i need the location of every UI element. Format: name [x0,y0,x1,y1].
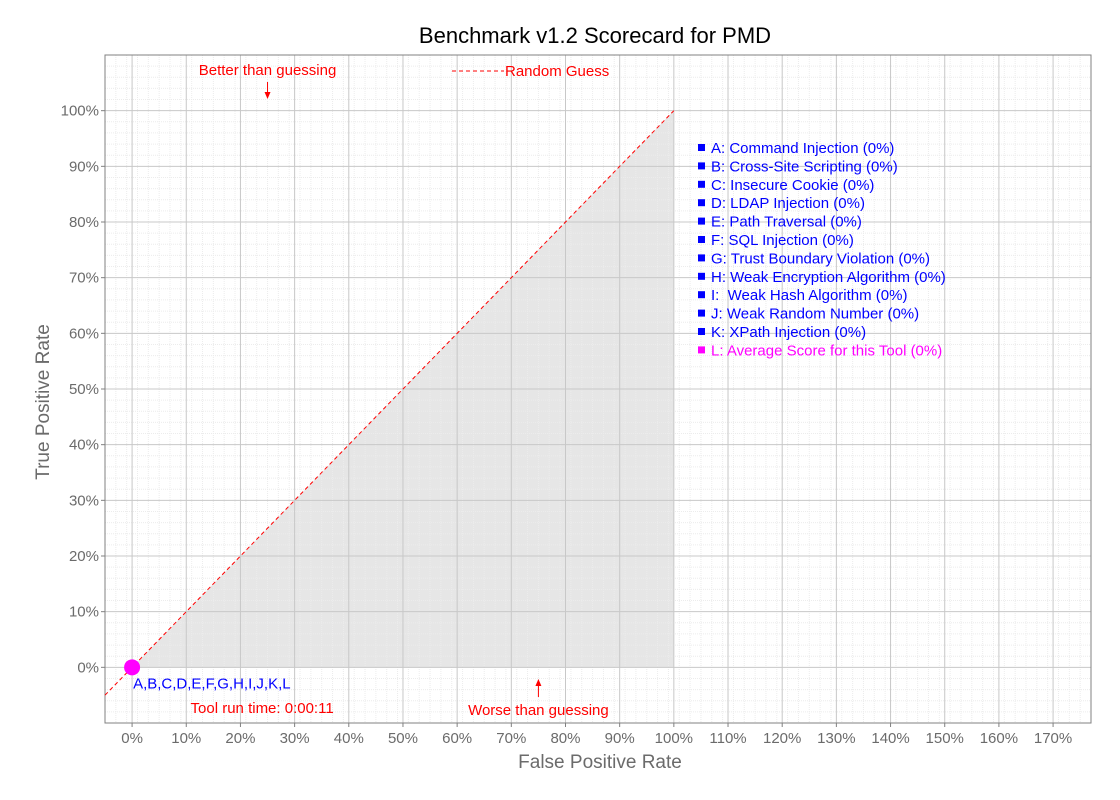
legend-item: J: Weak Random Number (0%) [711,306,919,323]
x-tick-label: 30% [280,730,310,747]
y-tick-label: 100% [61,103,99,120]
legend-marker [698,199,705,207]
legend-marker [698,346,705,354]
worse-arrow-head [535,679,542,686]
legend-marker [698,162,705,170]
x-tick-label: 10% [171,730,201,747]
x-axis-label: False Positive Rate [518,752,682,773]
random-guess-legend-label: Random Guess [505,63,609,80]
y-tick-label: 0% [77,659,99,676]
legend-item: L: Average Score for this Tool (0%) [711,342,942,359]
x-tick-label: 80% [550,730,580,747]
x-tick-label: 150% [926,730,964,747]
tool-run-time-label: Tool run time: 0:00:11 [191,700,334,717]
x-tick-label: 120% [763,730,801,747]
y-tick-label: 90% [69,158,99,175]
legend-item: F: SQL Injection (0%) [711,232,854,249]
legend-item: I: Weak Hash Algorithm (0%) [711,287,907,304]
x-tick-label: 170% [1034,730,1072,747]
legend-marker [698,309,705,317]
x-tick-label: 60% [442,730,472,747]
data-point-label: A,B,C,D,E,F,G,H,I,J,K,L [133,675,291,692]
legend-marker [698,144,705,151]
x-tick-label: 100% [655,730,693,747]
x-tick-label: 90% [605,730,635,747]
y-tick-label: 70% [69,270,99,287]
x-tick-label: 20% [225,730,255,747]
x-tick-label: 50% [388,730,418,747]
y-tick-label: 20% [69,548,99,565]
y-tick-label: 60% [69,325,99,342]
legend-marker [698,328,705,335]
y-tick-label: 80% [69,214,99,231]
better-arrow-head [264,92,271,99]
y-tick-label: 30% [69,492,99,509]
legend-item: C: Insecure Cookie (0%) [711,177,874,194]
legend-marker [698,217,705,225]
x-tick-label: 110% [709,730,746,747]
better-than-guessing-label: Better than guessing [199,62,337,79]
data-point-marker [124,659,141,676]
x-tick-label: 40% [334,730,364,747]
random-guess-line [104,110,675,696]
y-tick-label: 40% [69,437,99,454]
y-axis-label: True Positive Rate [33,324,54,480]
legend-item: E: Path Traversal (0%) [711,214,862,231]
legend-item: B: Cross-Site Scripting (0%) [711,158,898,175]
legend-item: G: Trust Boundary Violation (0%) [711,250,930,267]
legend-item: A: Command Injection (0%) [711,140,894,157]
y-tick-label: 10% [69,604,99,621]
legend-marker [698,291,705,299]
x-tick-label: 0% [121,730,143,747]
legend-item: H: Weak Encryption Algorithm (0%) [711,269,946,286]
x-tick-label: 160% [980,730,1018,747]
worse-than-guessing-label: Worse than guessing [468,702,609,719]
legend-marker [698,180,705,188]
x-tick-label: 130% [817,730,855,747]
legend-marker [698,254,705,262]
legend-marker [698,272,705,280]
legend-item: D: LDAP Injection (0%) [711,195,865,212]
x-tick-label: 140% [871,730,909,747]
y-tick-label: 50% [69,381,99,398]
chart-title: Benchmark v1.2 Scorecard for PMD [419,23,771,48]
legend-item: K: XPath Injection (0%) [711,324,866,341]
legend-marker [698,236,705,243]
x-tick-label: 70% [496,730,526,747]
